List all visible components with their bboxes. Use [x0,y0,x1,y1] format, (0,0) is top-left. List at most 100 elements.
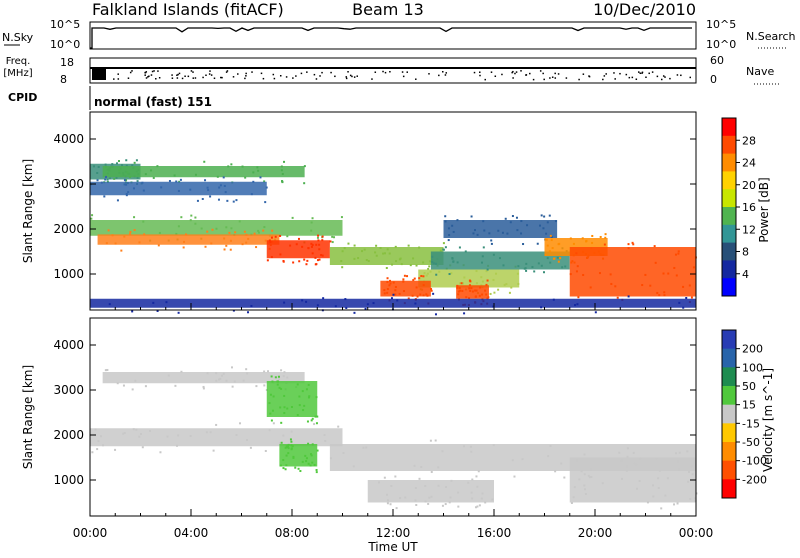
power-speckle [497,288,500,291]
nave-dot [514,72,516,75]
velocity-speckle [270,419,273,422]
power-speckle [291,216,294,219]
nave-dot [660,78,663,81]
power-speckle [456,261,459,264]
power-speckle [429,260,432,263]
velocity-speckle [549,444,552,447]
power-speckle [511,215,514,218]
velocity-speckle [215,372,218,375]
nave-dot [158,77,161,79]
power-speckle [259,176,262,179]
nave-dot [225,71,228,73]
power-speckle [575,252,578,255]
velocity-speckle [307,462,310,465]
nave-dot [245,72,247,75]
power-speckle [498,257,501,260]
power-speckle [482,246,485,249]
velocity-speckle [305,388,308,391]
power-colorbar-swatch [722,242,736,261]
power-speckle [283,160,286,163]
power-speckle [210,242,213,245]
nave-dot [145,71,148,73]
power-speckle [481,255,484,258]
power-speckle [525,269,528,272]
power-speckle [418,246,421,249]
nave-dot [473,71,476,74]
power-speckle [444,215,447,218]
power-speckle [481,293,484,296]
power-speckle [510,286,513,289]
power-speckle [363,248,366,251]
power-speckle [649,284,652,287]
power-speckle [271,229,274,232]
velocity-speckle [286,376,289,379]
power-speckle [552,298,555,301]
velocity-speckle [276,380,279,383]
power-speckle [644,273,647,276]
power-colorbar-swatch [722,118,736,137]
power-speckle [317,239,320,242]
velocity-speckle [478,504,481,507]
power-speckle [456,284,459,287]
power-speckle [281,181,284,184]
power-speckle [344,298,347,301]
nave-dot [406,71,408,73]
velocity-speckle [290,405,293,408]
power-speckle [245,241,248,244]
nave-dot [515,71,518,73]
velocity-speckle [394,475,397,478]
power-speckle [310,221,313,224]
nave-dot [490,71,493,73]
velocity-speckle [268,402,271,405]
power-speckle [400,263,403,266]
velocity-speckle [303,404,306,407]
velocity-colorbar-swatch [722,460,736,480]
power-speckle [523,267,526,270]
power-speckle [215,227,218,230]
velocity-speckle [283,406,286,409]
velocity-speckle [689,497,692,500]
velocity-speckle [675,452,678,455]
velocity-ytick-label: 2000 [53,428,84,442]
velocity-speckle [308,395,311,398]
velocity-speckle [676,502,679,505]
power-speckle [576,303,579,306]
power-speckle [189,219,192,222]
power-speckle [420,275,423,278]
velocity-speckle [269,393,272,396]
velocity-colorbar-tick-label: -200 [742,473,767,486]
nave-dot [176,77,179,79]
power-speckle [658,294,661,297]
power-speckle [223,248,226,251]
power-colorbar-swatch [722,278,736,297]
velocity-colorbar-tick-label: -50 [742,436,760,449]
power-speckle [415,286,418,289]
power-speckle [230,227,233,230]
power-speckle [492,253,495,256]
nave-dot [171,74,173,76]
power-speckle [517,282,520,285]
power-speckle [234,231,237,234]
velocity-speckle [291,445,294,448]
power-speckle [314,256,317,259]
velocity-speckle [263,370,266,373]
velocity-speckle [114,448,117,451]
velocity-speckle [673,503,676,506]
nave-dot [389,70,391,73]
x-tick-label: 00:00 [679,526,714,540]
nave-dot [347,71,349,73]
power-speckle [263,226,266,229]
nave-dot [292,77,294,79]
power-speckle [253,232,256,235]
power-speckle [158,231,161,234]
nsky-label: N.Sky [2,31,34,44]
power-speckle [106,178,109,181]
power-speckle [428,265,431,268]
velocity-speckle [311,461,314,464]
power-speckle [136,180,139,183]
velocity-speckle [677,460,680,463]
velocity-speckle [691,473,694,476]
velocity-speckle [287,443,290,446]
velocity-speckle [189,435,192,438]
nave-dot [117,73,119,75]
